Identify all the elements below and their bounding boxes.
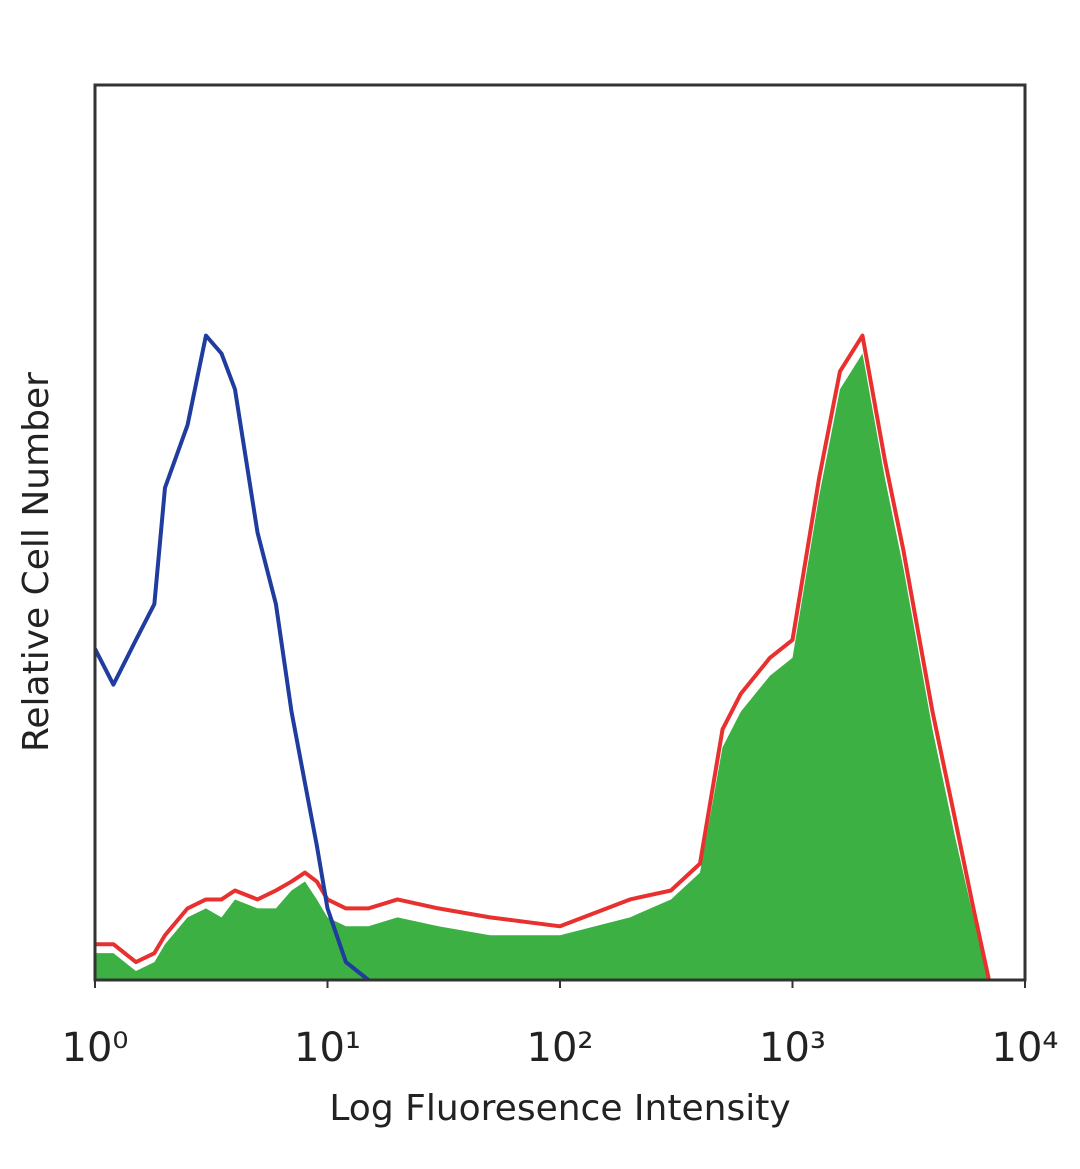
x-tick-label: 10³ [759, 1025, 826, 1071]
x-tick-label: 10⁰ [62, 1025, 129, 1071]
x-tick-label: 10² [527, 1025, 594, 1071]
x-tick-label: 10¹ [294, 1025, 361, 1071]
histogram-line [95, 333, 991, 981]
histogram-fill [95, 353, 989, 980]
y-axis-label: Relative Cell Number [16, 372, 57, 752]
plot-frame [93, 83, 1027, 982]
histogram-line [93, 333, 370, 982]
x-tick-label: 10⁴ [992, 1025, 1059, 1071]
x-axis-label: Log Fluoresence Intensity [329, 1088, 790, 1129]
